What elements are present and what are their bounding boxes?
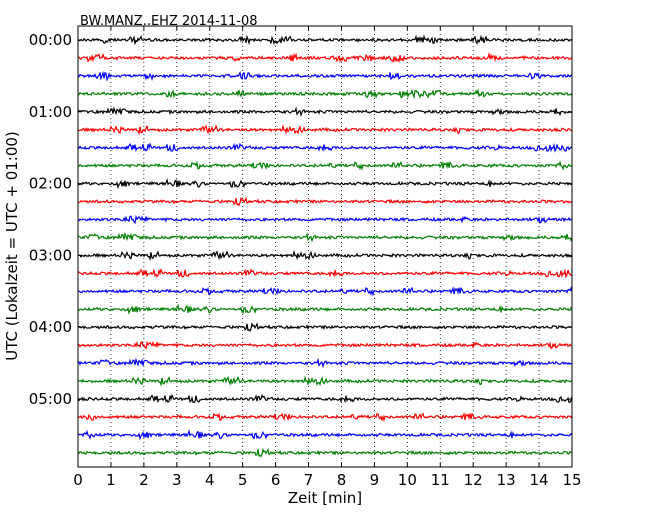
x-axis-label: Zeit [min] [288,489,362,507]
x-tick-label: 12 [464,471,483,489]
y-tick-label: 05:00 [29,390,72,408]
x-tick-label: 15 [562,471,581,489]
trace-0415 [77,340,573,350]
y-tick-label: 02:00 [29,175,72,193]
trace-0200 [77,177,573,190]
x-tick-label: 0 [73,471,83,489]
trace-0545 [77,447,573,458]
x-tick-label: 6 [271,471,281,489]
x-tick-label: 9 [370,471,380,489]
x-tick-label: 2 [139,471,149,489]
y-axis-label: UTC (Lokalzeit = UTC + 01:00) [3,131,21,361]
x-tick-label: 7 [304,471,314,489]
trace-0015 [77,51,573,64]
trace-0000 [77,34,573,46]
x-tick-label: 8 [337,471,347,489]
trace-0045 [77,88,573,100]
trace-0315 [77,267,573,279]
x-tick-label: 4 [205,471,215,489]
trace-0245 [77,232,573,243]
trace-0430 [77,357,573,369]
x-tick-label: 3 [172,471,182,489]
x-tick-label: 11 [431,471,450,489]
x-tick-label: 13 [497,471,516,489]
trace-0500 [77,393,573,404]
trace-0400 [77,322,573,333]
trace-0445 [77,375,573,387]
trace-0215 [77,196,573,207]
x-tick-label: 14 [530,471,549,489]
y-axis-ticks: 00:00 01:00 02:00 03:00 04:00 05:00 [29,31,572,408]
plot-frame [77,25,573,468]
y-tick-label: 01:00 [29,103,72,121]
vertical-grid [110,26,540,467]
y-tick-label: 00:00 [29,31,72,49]
y-tick-label: 04:00 [29,318,72,336]
trace-0515 [77,412,573,423]
trace-0330 [77,286,573,297]
trace-0530 [77,429,573,441]
trace-0145 [77,160,573,171]
trace-0030 [77,70,573,82]
trace-0130 [77,142,573,153]
chart-title: BW.MANZ..EHZ 2014-11-08 [80,14,258,29]
trace-0345 [77,303,573,315]
x-tick-label: 10 [398,471,417,489]
x-tick-label: 5 [238,471,248,489]
trace-0115 [77,124,573,136]
trace-0100 [77,106,573,117]
trace-0230 [77,214,573,225]
seismic-traces [77,34,573,458]
trace-0300 [77,249,573,262]
x-axis-ticks: 0 1 2 3 4 5 6 7 8 9 10 11 12 13 14 15 [73,26,582,489]
x-tick-label: 1 [106,471,116,489]
y-tick-label: 03:00 [29,246,72,264]
